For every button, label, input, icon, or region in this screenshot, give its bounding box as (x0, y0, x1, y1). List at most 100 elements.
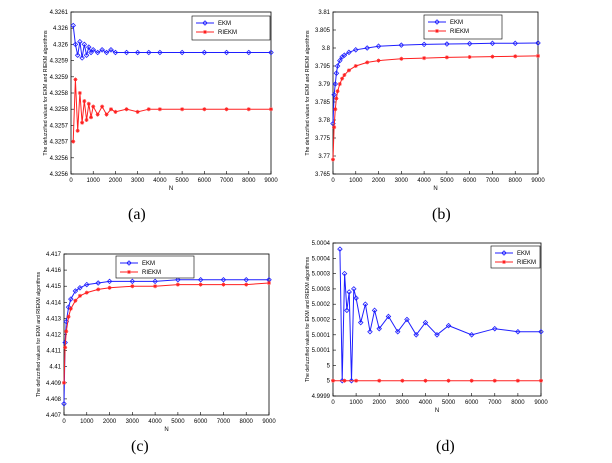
panel-d-ytick-label: 5.0004 (312, 241, 331, 247)
panel-b-legend-label: EKM (450, 20, 463, 26)
panel-b-ytick-label: 3.79 (318, 82, 330, 88)
panel-b-series-ekm-point (421, 41, 427, 48)
panel-b-series-ekm-point (331, 92, 337, 98)
panel-c-xtick-label: 2000 (103, 419, 117, 425)
panel-d-series-riekm-point (354, 378, 359, 383)
panel-a-series-riekm (71, 77, 273, 144)
panel-a-series-riekm-point (146, 107, 151, 112)
panel-d-series-ekm-point (348, 377, 355, 384)
panel-c: 0 1000 2000 3000 4000 5000 6000 7000 8000 9000 4.4… (36, 252, 276, 433)
panel-a-legend: EKM RIEKM (191, 15, 271, 41)
panel-a-series-ekm-point (86, 44, 92, 50)
panel-c-series-riekm-point (63, 345, 68, 350)
panel-a-ytick-label: 4.3261 (50, 10, 69, 16)
panel-c-series-ekm-point (68, 296, 74, 302)
panel-a-series-ekm-point (77, 38, 83, 45)
panel-b-series-riekm-point (444, 55, 449, 60)
panel-c-series-riekm-point (62, 380, 66, 385)
panel-a-ytick-label: 4.326 (53, 42, 69, 48)
panel-b-ylabel: The defuzzified values for EKM and RIEKM… (305, 30, 311, 156)
panel-d-series-ekm-point (492, 325, 498, 332)
panel-a-series-ekm-point (108, 47, 114, 53)
panel-b-legend-marker (435, 29, 439, 33)
panel-a-legend-label: EKM (218, 21, 231, 27)
panel-b-series-riekm-point (365, 60, 370, 65)
panel-c-series-riekm-point (96, 287, 101, 292)
panel-d-series-ekm-point (357, 319, 364, 326)
panel-b-ytick-label: 3.775 (315, 136, 331, 142)
panel-a-series-ekm-point (223, 49, 230, 56)
panel-a-series-riekm-point (109, 107, 113, 112)
panel-c-ytick-label: 4.41 (49, 365, 61, 371)
panel-b-ytick-label: 3.765 (315, 172, 331, 178)
panel-c-ytick-label: 4.408 (46, 397, 62, 403)
panel-d-ytick-label: 5.0002 (312, 302, 331, 308)
panel-a-ytick-label: 4.3256 (50, 172, 69, 178)
panel-d-ytick-label: 5.0003 (312, 272, 331, 278)
panel-d-series-ekm-point (346, 289, 352, 295)
panel-a-ylabel: The defuzzified values for EKM and RIEKM… (43, 30, 49, 156)
panel-c-series-ekm-point (197, 276, 204, 283)
panel-a-series-ekm-point (246, 49, 252, 56)
panel-b-ytick-label: 3.795 (315, 64, 331, 70)
panel-a-series-riekm-point (157, 107, 162, 112)
panel-c-series-riekm-point (153, 284, 158, 289)
panel-b-series-riekm-point (331, 157, 335, 162)
panel-a-series-ekm-point (79, 55, 85, 61)
panel-a-ytick-label: 4.3257 (50, 140, 69, 146)
panel-b-xtick-label: 4000 (417, 178, 431, 184)
panel-a-series-ekm-point (103, 49, 110, 56)
panel-c-ytick-label: 4.417 (46, 252, 62, 258)
panel-d-ytick-label: 5.0001 (312, 348, 331, 354)
panel-b-series-ekm-point (466, 40, 473, 47)
panel-c-xtick-label: 9000 (262, 419, 276, 425)
panel-d-xlabel: N (435, 408, 439, 414)
panel-a-series-ekm-point (70, 22, 76, 29)
panel-c-series-riekm-point (244, 282, 249, 287)
panel-d-series-ekm-point (337, 246, 343, 252)
panel-b-series-riekm-point (513, 54, 518, 59)
panel-c-series-riekm-point (68, 306, 73, 311)
panel-label-d: (d) (436, 438, 455, 455)
panel-label-b: (b) (432, 206, 451, 223)
panel-d-xtick-label: 2000 (373, 400, 387, 406)
panel-b-ytick-label: 3.8 (322, 46, 331, 52)
panel-b-series-ekm-point (535, 40, 541, 46)
panel-b-legend-box (423, 14, 503, 40)
panel-d-series-riekm-point (331, 378, 335, 383)
panel-d-ytick-label: 5 (327, 363, 331, 369)
panel-a-ytick-label: 4.3258 (50, 91, 69, 97)
panel-d-series-ekm-point (434, 332, 440, 338)
panel-c-legend-marker (126, 260, 132, 266)
panel-b-series-ekm-point (333, 70, 340, 76)
panel-d-series-ekm-point (344, 307, 350, 314)
panel-c-series-riekm-point (84, 290, 89, 295)
panel-a-series-riekm-point (95, 112, 100, 117)
panel-c-legend-label: RIEKM (142, 270, 161, 276)
panel-a-series-ekm-line (72, 25, 271, 58)
panel-c-ytick-label: 4.411 (46, 349, 61, 355)
panel-b-series-riekm-point (353, 64, 358, 68)
panel-d-legend-marker (502, 260, 506, 264)
panel-d: 0 1000 2000 3000 4000 5000 6000 7000 8000 9000 4.9… (305, 241, 548, 414)
panel-c-xtick-label: 7000 (217, 419, 231, 425)
panel-b-ytick-label: 3.77 (318, 154, 330, 160)
panel-a-ytick-label: 4.3258 (50, 107, 69, 113)
panel-b-series-ekm-point (337, 57, 343, 64)
panel-c-xtick-label: 6000 (194, 419, 208, 425)
panel-d-series-ekm-point (394, 328, 401, 335)
panel-a-series-ekm-point (90, 47, 96, 53)
panel-c-series-riekm-point (221, 282, 226, 287)
panel-d-series-riekm-point (423, 378, 428, 383)
panel-c-series-riekm-point (107, 285, 112, 290)
panel-d-series-ekm-point (376, 325, 382, 332)
panel-a-series-ekm-point (146, 49, 152, 56)
panel-c-ytick-label: 4.416 (46, 268, 62, 274)
panel-a-series-riekm-line (72, 79, 271, 142)
panel-a-series-ekm-point (201, 49, 208, 56)
panel-c-ytick-label: 4.415 (46, 284, 62, 290)
panel-a-series-ekm-point (83, 52, 90, 58)
panel-c-ytick-label: 4.409 (46, 381, 62, 387)
panel-a-series-riekm-point (91, 104, 96, 109)
panel-d-series-riekm-point (539, 378, 543, 383)
